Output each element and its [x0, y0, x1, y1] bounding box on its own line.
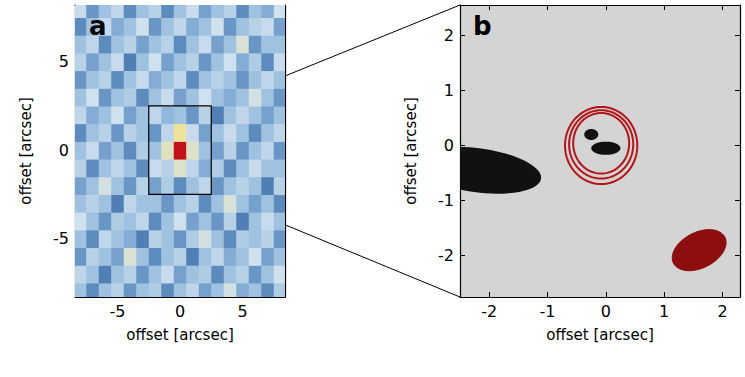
svg-text:0: 0	[175, 302, 185, 321]
svg-text:1: 1	[444, 81, 454, 100]
svg-text:-1: -1	[438, 191, 454, 210]
svg-text:offset [arcsec]: offset [arcsec]	[546, 326, 653, 344]
svg-text:5: 5	[59, 52, 69, 71]
svg-text:offset [arcsec]: offset [arcsec]	[126, 326, 233, 344]
svg-text:0: 0	[59, 141, 69, 160]
svg-text:-5: -5	[53, 229, 69, 248]
svg-text:5: 5	[237, 302, 247, 321]
svg-text:b: b	[473, 11, 492, 41]
svg-text:-1: -1	[540, 302, 556, 321]
svg-text:2: 2	[444, 26, 454, 45]
svg-text:offset [arcsec]: offset [arcsec]	[17, 97, 35, 204]
svg-text:-2: -2	[438, 246, 454, 265]
svg-text:0: 0	[444, 136, 454, 155]
svg-text:2: 2	[717, 302, 727, 321]
svg-text:-2: -2	[481, 302, 497, 321]
svg-text:a: a	[89, 11, 107, 41]
svg-text:1: 1	[659, 302, 669, 321]
svg-text:-5: -5	[110, 302, 126, 321]
svg-text:offset [arcsec]: offset [arcsec]	[402, 97, 420, 204]
svg-text:0: 0	[601, 302, 611, 321]
